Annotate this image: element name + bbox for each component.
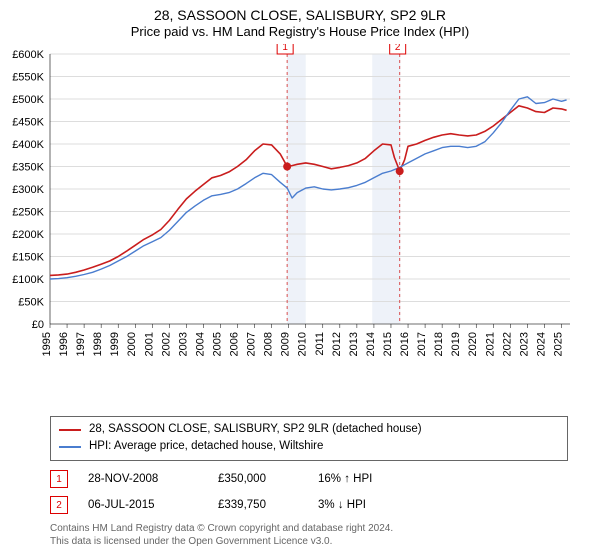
legend-label: HPI: Average price, detached house, Wilt…: [89, 438, 323, 455]
svg-text:2025: 2025: [552, 332, 564, 356]
svg-text:1: 1: [282, 44, 288, 53]
chart-title-address: 28, SASSOON CLOSE, SALISBURY, SP2 9LR: [0, 6, 600, 24]
svg-text:£600K: £600K: [12, 49, 44, 61]
sale-row: 1 28-NOV-2008 £350,000 16% ↑ HPI: [50, 466, 550, 492]
legend-swatch: [59, 429, 81, 431]
chart-area: £0 £50K £100K £150K £200K £250K £300K £350K £400…: [0, 44, 600, 384]
svg-text:£400K: £400K: [12, 139, 44, 151]
chart-footer: Contains HM Land Registry data © Crown c…: [50, 522, 550, 548]
svg-text:2014: 2014: [365, 332, 377, 356]
svg-text:£50K: £50K: [18, 297, 44, 309]
svg-text:2022: 2022: [501, 332, 513, 356]
svg-text:2015: 2015: [382, 332, 394, 356]
svg-text:£450K: £450K: [12, 117, 44, 129]
svg-text:1998: 1998: [92, 332, 104, 356]
line-chart-svg: £0 £50K £100K £150K £200K £250K £300K £350K £400…: [0, 44, 600, 384]
svg-text:£200K: £200K: [12, 229, 44, 241]
sale-date: 06-JUL-2015: [88, 499, 198, 511]
svg-text:2011: 2011: [314, 332, 326, 356]
svg-text:1995: 1995: [41, 332, 53, 356]
svg-text:£0: £0: [32, 319, 44, 331]
svg-text:£500K: £500K: [12, 94, 44, 106]
svg-text:1999: 1999: [109, 332, 121, 356]
svg-text:£300K: £300K: [12, 184, 44, 196]
footer-licence: This data is licensed under the Open Gov…: [50, 535, 550, 548]
svg-text:2012: 2012: [331, 332, 343, 356]
svg-text:2: 2: [395, 44, 401, 53]
sale-row: 2 06-JUL-2015 £339,750 3% ↓ HPI: [50, 492, 550, 518]
chart-title-subtitle: Price paid vs. HM Land Registry's House …: [0, 24, 600, 41]
svg-text:2024: 2024: [535, 332, 547, 356]
legend-swatch: [59, 446, 81, 448]
svg-text:2013: 2013: [348, 332, 360, 356]
svg-text:2016: 2016: [399, 332, 411, 356]
footer-copyright: Contains HM Land Registry data © Crown c…: [50, 522, 550, 535]
svg-text:£100K: £100K: [12, 274, 44, 286]
svg-text:2018: 2018: [433, 332, 445, 356]
sale-badge: 2: [50, 496, 68, 514]
svg-text:2001: 2001: [143, 332, 155, 356]
legend-item: HPI: Average price, detached house, Wilt…: [59, 438, 559, 455]
svg-text:£550K: £550K: [12, 72, 44, 84]
svg-text:2008: 2008: [263, 332, 275, 356]
svg-text:2002: 2002: [160, 332, 172, 356]
svg-text:2007: 2007: [246, 332, 258, 356]
legend-label: 28, SASSOON CLOSE, SALISBURY, SP2 9LR (d…: [89, 421, 422, 438]
sale-price: £350,000: [218, 473, 298, 485]
svg-text:2004: 2004: [194, 332, 206, 356]
svg-text:1997: 1997: [75, 332, 87, 356]
svg-text:2017: 2017: [416, 332, 428, 356]
svg-text:£150K: £150K: [12, 252, 44, 264]
svg-text:2019: 2019: [450, 332, 462, 356]
svg-text:2009: 2009: [280, 332, 292, 356]
svg-text:2023: 2023: [518, 332, 530, 356]
svg-text:£250K: £250K: [12, 207, 44, 219]
sale-price: £339,750: [218, 499, 298, 511]
chart-legend: 28, SASSOON CLOSE, SALISBURY, SP2 9LR (d…: [50, 416, 568, 461]
sale-badge: 1: [50, 470, 68, 488]
svg-text:1996: 1996: [58, 332, 70, 356]
svg-text:2005: 2005: [211, 332, 223, 356]
legend-item: 28, SASSOON CLOSE, SALISBURY, SP2 9LR (d…: [59, 421, 559, 438]
sales-table: 1 28-NOV-2008 £350,000 16% ↑ HPI 2 06-JUL-201…: [50, 466, 550, 518]
svg-text:2010: 2010: [297, 332, 309, 356]
svg-text:2020: 2020: [467, 332, 479, 356]
svg-text:£350K: £350K: [12, 162, 44, 174]
svg-text:2006: 2006: [229, 332, 241, 356]
sale-diff: 16% ↑ HPI: [318, 473, 418, 485]
svg-text:2000: 2000: [126, 332, 138, 356]
svg-text:2021: 2021: [484, 332, 496, 356]
svg-text:2003: 2003: [177, 332, 189, 356]
sale-diff: 3% ↓ HPI: [318, 499, 418, 511]
sale-date: 28-NOV-2008: [88, 473, 198, 485]
